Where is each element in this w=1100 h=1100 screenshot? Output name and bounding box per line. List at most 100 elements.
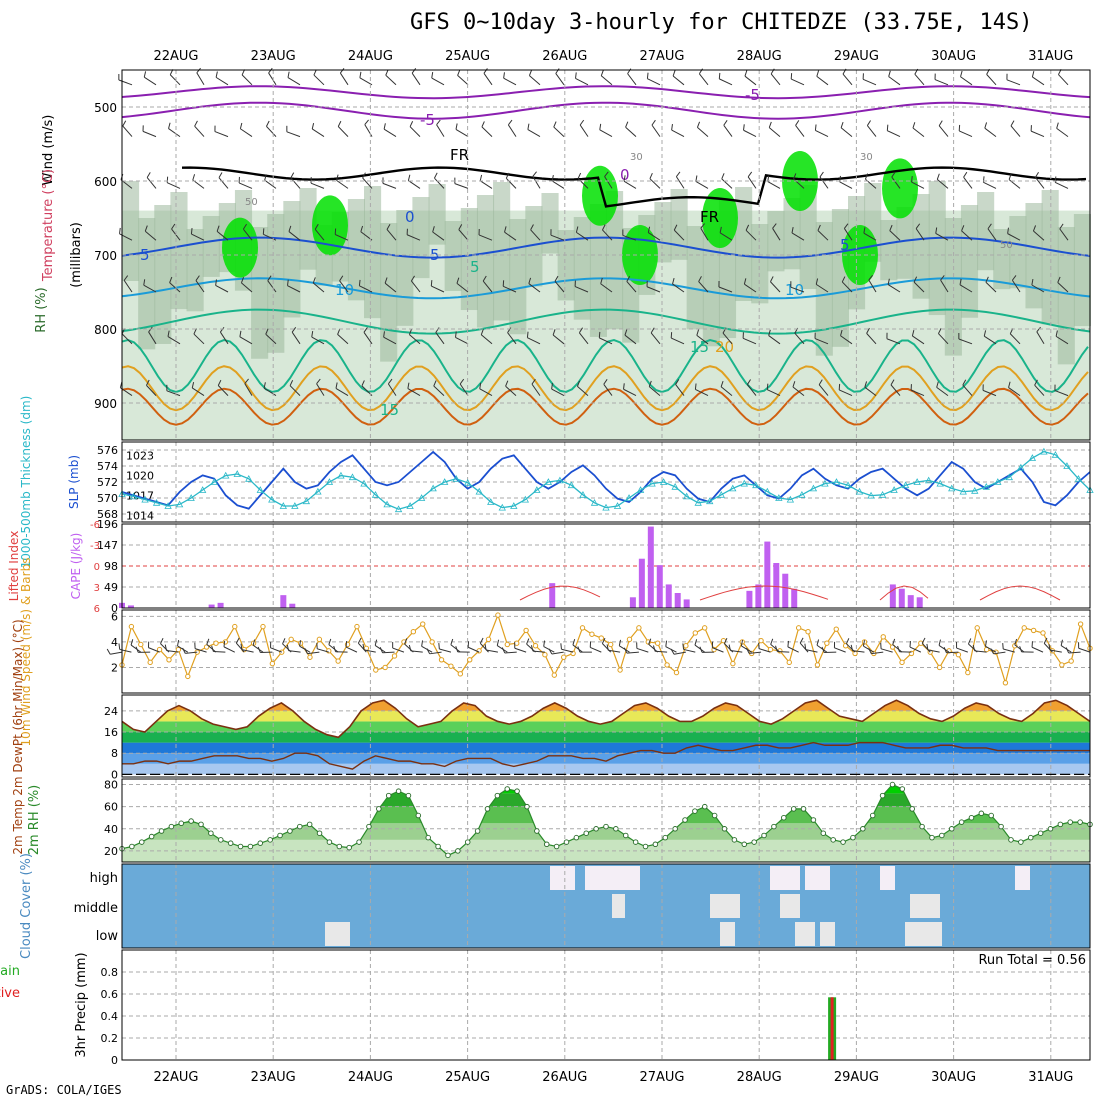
wind-barb bbox=[216, 231, 229, 241]
wind10m-barb bbox=[777, 651, 790, 653]
wind-speed-point bbox=[1068, 658, 1074, 664]
freezing-level-line bbox=[181, 166, 1087, 208]
wind10m-barb bbox=[177, 639, 180, 647]
wind-barb bbox=[960, 76, 973, 86]
precip-ytick: 0.8 bbox=[101, 966, 119, 979]
wind-barb bbox=[311, 336, 325, 345]
rh-moist-core bbox=[702, 188, 738, 248]
wind10m-barb bbox=[921, 642, 931, 653]
wind-speed-point bbox=[175, 646, 182, 653]
cape-ylabel: CAPE (J/kg) bbox=[69, 533, 83, 600]
wind-barb bbox=[406, 234, 421, 241]
wind-barb bbox=[646, 286, 661, 293]
wind-barb bbox=[146, 385, 157, 396]
wind-barb bbox=[215, 71, 218, 78]
wind-barb bbox=[863, 227, 866, 234]
rh-point bbox=[682, 817, 688, 823]
cape-ytick: 147 bbox=[97, 539, 118, 552]
wind10m-barb bbox=[514, 647, 527, 653]
wind-barb bbox=[673, 224, 678, 231]
thickness-point bbox=[533, 486, 541, 493]
wind-barb bbox=[841, 276, 846, 283]
wind10m-barb bbox=[601, 637, 606, 644]
wind-barb bbox=[718, 72, 721, 79]
wind-barb bbox=[432, 226, 435, 233]
precip-ytick: 0.4 bbox=[101, 1010, 119, 1023]
wind-barb bbox=[841, 281, 853, 293]
thickness-point bbox=[671, 482, 679, 490]
rh-point bbox=[336, 843, 343, 850]
wind-barb bbox=[196, 72, 205, 86]
wind-barb bbox=[672, 278, 675, 285]
wind10m-barb bbox=[182, 647, 186, 654]
wind-barb bbox=[339, 280, 349, 293]
thickness-point bbox=[325, 478, 334, 485]
thickness-point bbox=[659, 478, 668, 485]
wind-barb bbox=[287, 285, 301, 293]
wind-speed-point bbox=[579, 625, 586, 631]
wind-speed-point bbox=[786, 659, 792, 666]
cape-bar bbox=[916, 597, 923, 608]
wind-barb bbox=[983, 181, 997, 189]
thickness-point bbox=[763, 487, 772, 495]
wind-barb bbox=[336, 179, 349, 189]
temp-frame bbox=[121, 694, 1091, 778]
wind-barb bbox=[961, 225, 965, 232]
wind-speed-point bbox=[824, 640, 830, 646]
wind-barb bbox=[383, 331, 385, 338]
rh-point bbox=[1018, 839, 1024, 845]
wind10m-barb bbox=[816, 639, 820, 646]
wind-barb bbox=[791, 227, 794, 234]
wind-barb bbox=[239, 336, 253, 345]
wind-barb bbox=[457, 75, 469, 86]
wind-barb bbox=[167, 182, 181, 189]
rh-shade bbox=[912, 194, 930, 299]
wind-barb bbox=[963, 176, 973, 189]
rh-point bbox=[287, 828, 293, 834]
precip-legend-total: Total / Rain bbox=[0, 964, 20, 979]
wind-barb bbox=[959, 284, 973, 293]
lifted-index-line bbox=[879, 585, 929, 601]
wind-speed-point bbox=[1021, 625, 1027, 631]
cape-bar bbox=[638, 558, 645, 608]
thickness-point bbox=[694, 498, 702, 506]
cloud-ylabel: Cloud Cover (%) bbox=[19, 853, 34, 959]
wind10m-barb bbox=[816, 644, 828, 653]
wind10m-barb bbox=[1049, 649, 1062, 653]
cape-bar bbox=[791, 588, 798, 608]
wind-barb bbox=[912, 122, 916, 129]
wind10m-barb bbox=[892, 638, 896, 645]
rh-point bbox=[237, 843, 244, 850]
rh-point bbox=[751, 839, 757, 845]
wind-speed-point bbox=[222, 639, 229, 645]
wind-speed-point bbox=[833, 626, 839, 632]
wind-barb bbox=[721, 173, 725, 180]
wind-barb bbox=[337, 334, 349, 345]
rh-shade bbox=[525, 206, 543, 287]
cloud-frame bbox=[121, 863, 1091, 949]
wind-barb bbox=[671, 129, 685, 138]
wind10m-barb bbox=[404, 638, 408, 645]
wind-barb bbox=[839, 389, 853, 397]
wind10m-barb bbox=[972, 644, 976, 652]
wind-barb bbox=[577, 178, 589, 189]
wind-speed-point bbox=[504, 641, 511, 648]
wind-speed-point bbox=[589, 631, 595, 637]
temp-contour bbox=[121, 101, 1091, 120]
wind-barb bbox=[719, 226, 722, 233]
wind-barb bbox=[268, 67, 273, 74]
wind-barb bbox=[455, 331, 457, 338]
wind10m-barb bbox=[880, 648, 893, 653]
thickness-point bbox=[141, 495, 149, 503]
wind10m-barb bbox=[572, 639, 576, 646]
wind-barb bbox=[267, 275, 272, 281]
wind-barb bbox=[839, 181, 853, 189]
wind-barb bbox=[314, 223, 319, 230]
wind-barb bbox=[409, 121, 414, 127]
wind-barb bbox=[718, 286, 733, 293]
thickness-point bbox=[855, 487, 864, 495]
wind10m-barb bbox=[345, 641, 348, 648]
wind-barb bbox=[623, 175, 626, 182]
wind-barb bbox=[242, 223, 247, 230]
upper-ytick: 700 bbox=[94, 249, 117, 263]
